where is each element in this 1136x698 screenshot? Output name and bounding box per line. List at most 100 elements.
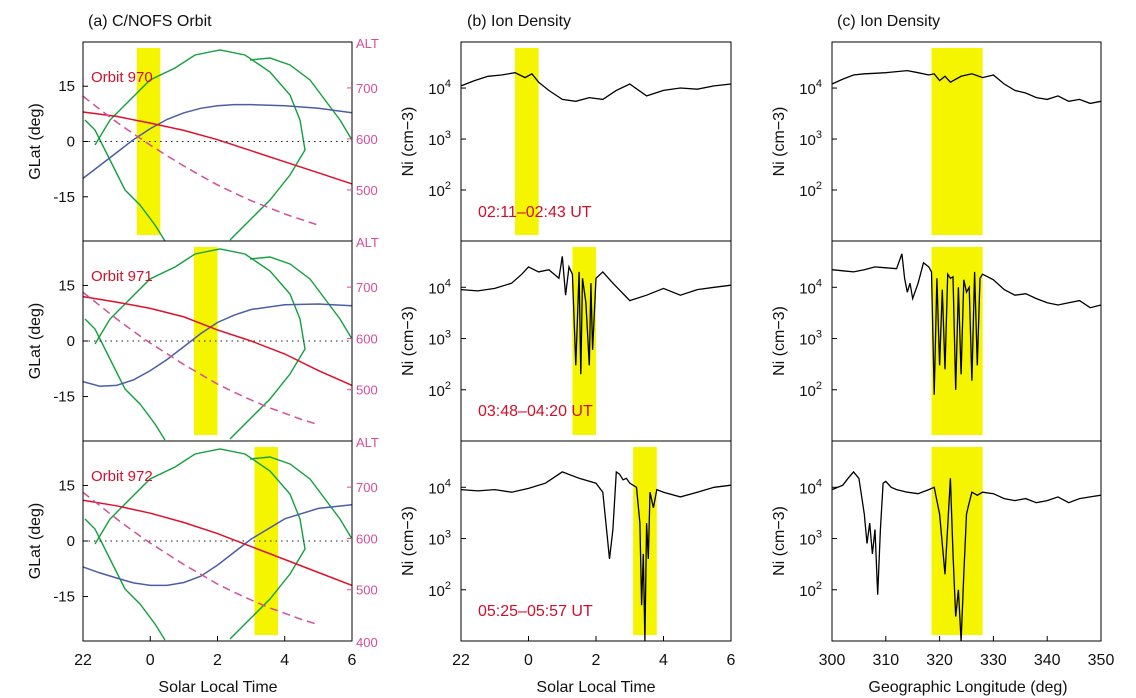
highlight-band: [136, 48, 161, 235]
y-tick-label: 103: [428, 329, 451, 349]
y-tick-label: 15: [58, 78, 75, 95]
y-axis-label: GLat (deg): [27, 103, 44, 179]
magnetic-equator-line: [82, 295, 353, 387]
orbit-panel: Orbit 972 15 0 -15 700 600 500 ALT 400 GLat (deg): [27, 435, 379, 650]
time-range-label: 05:25–05:57 UT: [478, 603, 593, 620]
y-tick-label: 103: [799, 129, 822, 149]
coastline: [249, 456, 353, 540]
y-tick-label: 104: [799, 477, 822, 497]
y-tick-label: -15: [53, 389, 75, 406]
ion-density-line: [460, 72, 732, 102]
orbit-panel: Orbit 970 15 0 -15 700 600 500 ALT GLat (deg): [27, 36, 379, 242]
altitude-line: [82, 491, 319, 626]
y-tick-label: 104: [428, 477, 451, 497]
alt-tick-label: 500: [356, 183, 378, 198]
y-tick-label: 102: [428, 380, 451, 400]
x-tick-label: 350: [1088, 652, 1115, 669]
ion-density-line: [831, 253, 1102, 395]
orbit-label: Orbit 971: [91, 268, 153, 285]
y-tick-label: 102: [799, 180, 822, 200]
alt-tick-label: 500: [356, 583, 378, 598]
ion-density-line: [831, 69, 1102, 105]
coastline: [249, 256, 353, 340]
y-tick-label: 0: [67, 134, 75, 151]
highlight-band: [193, 247, 218, 435]
x-tick-label: 0: [524, 652, 533, 669]
x-tick-label: 22: [452, 652, 470, 669]
y-axis-label: Ni (cm−3): [771, 107, 788, 177]
alt-tick-label: 400: [356, 635, 378, 650]
y-axis-label: Ni (cm−3): [400, 107, 417, 177]
time-range-label: 02:11–02:43 UT: [478, 204, 592, 221]
y-tick-label: 102: [799, 580, 822, 600]
x-tick-label: 320: [926, 652, 953, 669]
alt-tick-label: 700: [356, 280, 378, 295]
x-tick-label: 300: [819, 652, 846, 669]
altitude-line: [82, 291, 319, 426]
y-tick-label: 102: [428, 180, 451, 200]
x-tick-label: 4: [280, 652, 289, 669]
title-ion-density-longitude: (c) Ion Density: [837, 13, 940, 30]
xlabel-orbit: Solar Local Time: [158, 679, 277, 696]
alt-axis-label: ALT: [356, 36, 379, 51]
orbit-track-line: [82, 503, 353, 587]
y-tick-label: 103: [799, 329, 822, 349]
y-axis-label: Ni (cm−3): [771, 306, 788, 376]
title-ion-density-time: (b) Ion Density: [467, 13, 571, 30]
y-tick-label: 104: [428, 78, 451, 98]
x-tick-label: 340: [1034, 652, 1061, 669]
alt-tick-label: 700: [356, 480, 378, 495]
y-axis-label: GLat (deg): [27, 503, 44, 579]
coastline: [94, 49, 306, 241]
ion-density-panel: 104 103 102 Ni (cm−3): [771, 440, 1102, 642]
title-orbit: (a) C/NOFS Orbit: [88, 13, 212, 30]
coastline: [94, 448, 306, 640]
x-tick-label: 22: [74, 652, 92, 669]
ion-density-panel: 104 103 102 Ni (cm−3) 03:48–04:20 UT: [400, 240, 732, 442]
coastline: [84, 518, 166, 641]
ion-density-panel: 104 103 102 Ni (cm−3): [771, 41, 1102, 242]
y-tick-label: 104: [428, 277, 451, 297]
xlabel-ion-longitude: Geographic Longitude (deg): [868, 679, 1067, 696]
alt-tick-label: 500: [356, 383, 378, 398]
ion-density-panel: 104 103 102 Ni (cm−3) 05:25–05:57 UT: [400, 440, 732, 642]
coastline: [84, 119, 166, 242]
x-tick-label: 6: [348, 652, 357, 669]
orbit-panel: Orbit 971 15 0 -15 700 600 500 ALT GLat (deg): [27, 235, 379, 442]
ion-density-line: [460, 470, 732, 642]
orbit-label: Orbit 972: [91, 468, 153, 485]
y-tick-label: 104: [799, 277, 822, 297]
y-axis-label: Ni (cm−3): [400, 506, 417, 576]
ion-density-line: [831, 470, 1102, 642]
alt-tick-label: 600: [356, 331, 378, 346]
orbit-label: Orbit 970: [91, 69, 153, 86]
y-axis-label: GLat (deg): [27, 303, 44, 379]
x-tick-label: 2: [592, 652, 601, 669]
y-tick-label: -15: [53, 589, 75, 606]
y-tick-label: 103: [428, 129, 451, 149]
alt-tick-label: 600: [356, 531, 378, 546]
highlight-band: [931, 48, 983, 235]
y-axis-label: Ni (cm−3): [400, 306, 417, 376]
ion-density-panel: 104 103 102 Ni (cm−3): [771, 240, 1102, 442]
y-tick-label: 102: [428, 580, 451, 600]
coastline: [84, 318, 166, 441]
plot-frame: [831, 440, 1102, 642]
x-tick-label: 0: [146, 652, 155, 669]
y-tick-label: 15: [58, 477, 75, 494]
y-tick-label: 102: [799, 380, 822, 400]
highlight-band: [515, 48, 539, 235]
magnetic-equator-line: [82, 499, 353, 587]
alt-axis-label: ALT: [356, 435, 379, 450]
ion-density-panel: 104 103 102 Ni (cm−3) 02:11–02:43 UT: [400, 41, 732, 242]
y-tick-label: 0: [67, 333, 75, 350]
time-range-label: 03:48–04:20 UT: [478, 403, 593, 420]
alt-tick-label: 700: [356, 81, 378, 96]
coastline: [94, 248, 306, 440]
altitude-line: [82, 95, 319, 226]
alt-tick-label: 600: [356, 132, 378, 147]
y-axis-label: Ni (cm−3): [771, 506, 788, 576]
x-tick-label: 4: [659, 652, 668, 669]
coastline: [249, 57, 353, 141]
